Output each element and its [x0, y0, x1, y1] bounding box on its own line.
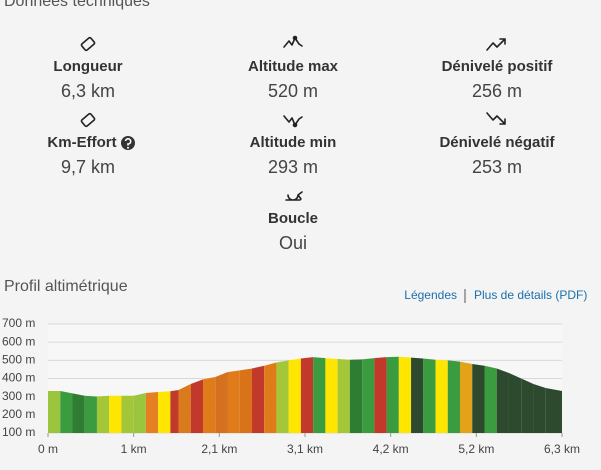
- icon-peak: [283, 35, 303, 48]
- stat-label: Altitude max: [248, 58, 339, 75]
- stat-label: Longueur: [53, 58, 122, 75]
- profile-segment: [521, 378, 534, 433]
- profile-segment: [96, 395, 110, 433]
- profile-segment: [496, 368, 509, 433]
- profile-segment: [178, 383, 191, 433]
- icon-down: [486, 112, 506, 125]
- profile-segment: [60, 391, 73, 433]
- profile-segment: [145, 391, 159, 433]
- profile-segment: [84, 395, 97, 433]
- profile-segment: [447, 360, 461, 433]
- profile-segment: [508, 373, 522, 433]
- profile-segment: [190, 379, 204, 433]
- stat-value: 520 m: [268, 81, 318, 101]
- icon-ruler: [80, 36, 96, 52]
- y-tick-label: 400 m: [2, 371, 35, 385]
- profile-segment: [300, 357, 314, 433]
- stat-value: 253 m: [472, 157, 522, 177]
- y-tick-label: 300 m: [2, 389, 35, 403]
- icon-loop: [285, 191, 303, 201]
- profile-segment: [362, 358, 375, 433]
- stat-label: Km-Effort: [47, 134, 116, 151]
- profile-segment: [398, 356, 412, 433]
- help-icon[interactable]: [121, 136, 135, 150]
- profile-segment: [313, 357, 326, 433]
- profile-segment: [435, 359, 448, 433]
- y-tick-label: 700 m: [2, 316, 35, 330]
- profile-segment: [203, 377, 216, 433]
- profile-segment: [121, 395, 134, 433]
- y-tick-label: 600 m: [2, 334, 35, 348]
- stat-value: 256 m: [472, 81, 522, 101]
- profile-segment: [545, 387, 562, 433]
- y-tick-label: 100 m: [2, 425, 35, 439]
- profile-segment: [158, 391, 171, 433]
- stat-label: Altitude min: [250, 134, 337, 151]
- stat-value: Oui: [279, 233, 307, 253]
- profile-segment: [472, 363, 485, 433]
- profile-segment: [325, 358, 338, 433]
- profile-segment: [170, 389, 179, 433]
- profile-segment: [264, 362, 277, 433]
- profile-segment: [337, 359, 350, 433]
- x-tick-label: 6,3 km: [544, 442, 580, 456]
- x-tick-label: 4,2 km: [373, 442, 409, 456]
- profile-title: Profil altimétrique: [4, 278, 128, 295]
- icon-valley: [283, 115, 303, 128]
- link[interactable]: Plus de détails (PDF): [474, 288, 587, 302]
- stat-value: 9,7 km: [61, 157, 115, 177]
- profile-segment: [227, 370, 240, 433]
- icon-up: [486, 38, 506, 51]
- stat-value: 6,3 km: [61, 81, 115, 101]
- x-tick-label: 5,2 km: [458, 442, 494, 456]
- profile-segment: [423, 358, 436, 433]
- section-title: Données techniques: [4, 0, 150, 10]
- profile-segment: [533, 383, 546, 433]
- profile-segment: [411, 357, 424, 433]
- profile-segment: [215, 372, 228, 433]
- profile-segment: [349, 359, 363, 433]
- profile-segment: [133, 393, 146, 433]
- y-tick-label: 200 m: [2, 407, 35, 421]
- x-tick-label: 3,1 km: [287, 442, 323, 456]
- stat-label: Dénivelé négatif: [439, 134, 555, 151]
- profile-segment: [386, 356, 399, 433]
- profile-segment: [239, 368, 252, 433]
- profile-segment: [460, 361, 473, 433]
- x-tick-label: 0 m: [38, 442, 58, 456]
- profile-segment: [251, 365, 265, 433]
- profile-segment: [288, 358, 301, 433]
- profile-segment: [276, 360, 289, 433]
- x-tick-label: 2,1 km: [201, 442, 237, 456]
- profile-segment: [109, 395, 122, 433]
- stat-label: Dénivelé positif: [442, 58, 554, 75]
- stat-value: 293 m: [268, 157, 318, 177]
- profile-segment: [374, 357, 387, 433]
- x-tick-label: 1 km: [121, 442, 147, 456]
- icon-ruler: [80, 112, 96, 128]
- y-tick-label: 500 m: [2, 353, 35, 367]
- profile-segment: [484, 365, 497, 433]
- profile-segment: [72, 393, 85, 433]
- profile-segment: [48, 391, 61, 433]
- link[interactable]: Légendes: [404, 288, 457, 302]
- stat-label: Boucle: [268, 210, 318, 227]
